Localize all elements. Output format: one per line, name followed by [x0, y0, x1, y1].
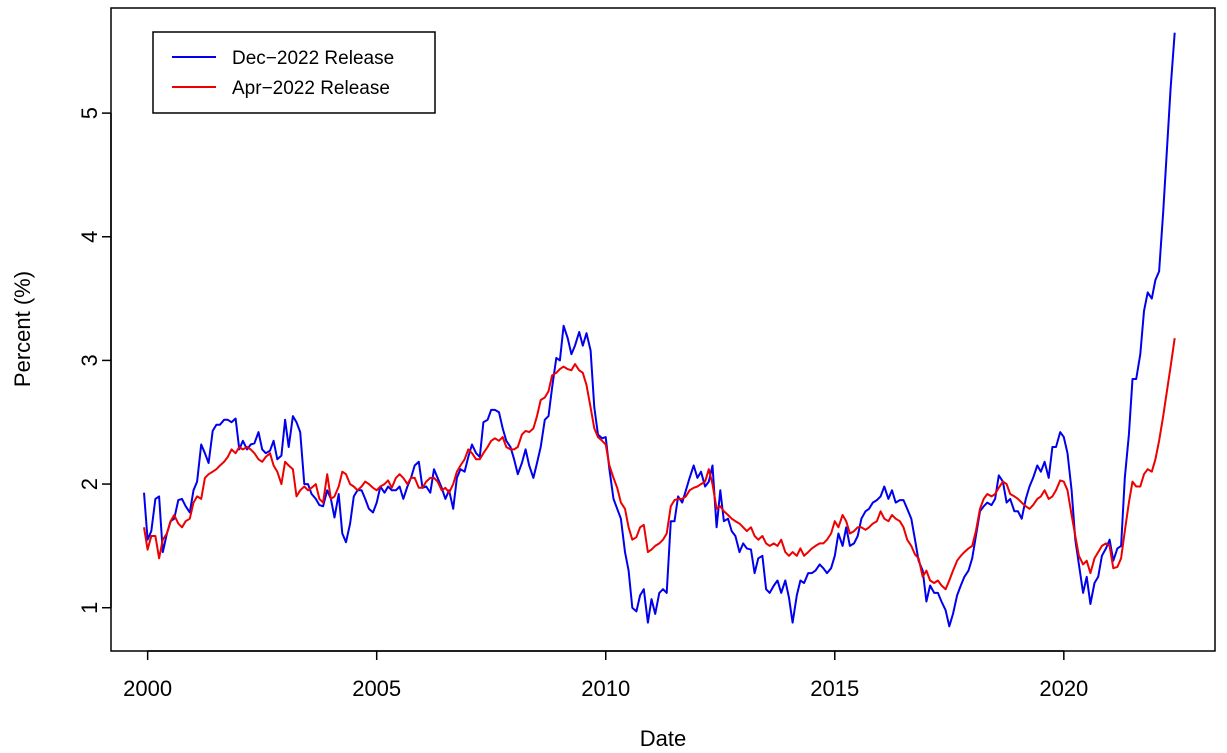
- y-axis: 1 2 3 4 5: [77, 107, 112, 614]
- y-axis-title: Percent (%): [10, 271, 35, 387]
- y-tick-label: 3: [77, 354, 102, 366]
- x-tick-label: 2010: [581, 676, 630, 701]
- x-axis: 2000 2005 2010 2015 2020: [123, 650, 1088, 701]
- y-tick-label: 4: [77, 231, 102, 243]
- y-tick-label: 2: [77, 478, 102, 490]
- y-tick-label: 1: [77, 602, 102, 614]
- x-axis-title: Date: [640, 726, 686, 751]
- y-tick-label: 5: [77, 107, 102, 119]
- legend-box: [152, 31, 436, 114]
- x-tick-label: 2000: [123, 676, 172, 701]
- x-tick-label: 2015: [810, 676, 859, 701]
- series-layer: [143, 32, 1176, 628]
- x-tick-label: 2020: [1039, 676, 1088, 701]
- series-line-dec-2022: [143, 32, 1176, 628]
- legend: Dec−2022 Release Apr−2022 Release: [152, 31, 436, 114]
- x-tick-label: 2005: [352, 676, 401, 701]
- legend-label-dec-2022: Dec−2022 Release: [232, 48, 394, 69]
- series-line-apr-2022: [143, 338, 1176, 591]
- legend-label-apr-2022: Apr−2022 Release: [232, 78, 390, 99]
